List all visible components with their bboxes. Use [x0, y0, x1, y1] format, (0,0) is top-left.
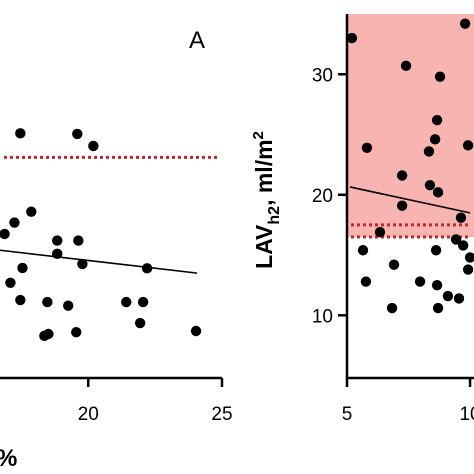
data-point	[71, 326, 82, 338]
regression-line	[0, 249, 198, 274]
data-point	[26, 206, 37, 217]
data-point	[388, 259, 400, 270]
data-point	[63, 300, 74, 311]
data-point	[134, 317, 146, 329]
data-point	[15, 294, 26, 306]
y-label-rest: , ml/m	[251, 139, 277, 205]
data-point	[431, 279, 443, 291]
data-point	[52, 248, 63, 260]
data-point	[462, 264, 474, 275]
x-tick-label: 10	[459, 404, 474, 425]
data-point	[357, 245, 369, 256]
data-point	[464, 252, 474, 263]
data-point	[400, 60, 412, 72]
x-tick-label: 5	[342, 404, 353, 425]
data-point	[72, 128, 83, 140]
data-point	[17, 262, 28, 274]
data-point	[0, 228, 10, 240]
data-point	[432, 302, 444, 314]
data-point	[190, 325, 202, 337]
data-point	[360, 276, 372, 287]
data-point	[42, 296, 53, 308]
panel-label: A	[189, 27, 205, 54]
x-axis-label: %	[0, 445, 17, 472]
data-point	[9, 217, 20, 228]
data-point	[39, 330, 50, 342]
y-label-sub: h2	[266, 206, 283, 225]
data-point	[73, 235, 84, 246]
data-point	[455, 212, 467, 223]
y-tick-label: 20	[312, 186, 333, 207]
data-point	[396, 170, 408, 181]
y-label-main: LAV	[251, 224, 277, 269]
data-point	[430, 245, 442, 256]
data-point	[450, 234, 462, 245]
data-point	[423, 146, 435, 157]
shaded-region	[347, 14, 474, 237]
data-point	[346, 32, 358, 44]
y-label-sup: 2	[250, 131, 267, 139]
data-point	[15, 128, 26, 139]
y-tick-label: 30	[312, 65, 333, 86]
data-point	[121, 296, 132, 308]
y-axis-label: LAVh2, ml/m2	[250, 131, 283, 269]
data-point	[462, 140, 474, 151]
data-point	[424, 179, 436, 191]
data-point	[374, 226, 386, 238]
y-tick-label: 10	[312, 306, 333, 327]
data-point	[453, 293, 465, 304]
data-point	[386, 302, 398, 314]
data-point	[396, 200, 408, 211]
x-tick-label: 25	[211, 404, 232, 425]
data-point	[414, 276, 426, 287]
regression-line	[349, 186, 471, 214]
data-point	[88, 140, 99, 152]
data-point	[141, 263, 153, 274]
data-point	[459, 18, 471, 29]
x-tick-label: 20	[78, 404, 99, 425]
data-point	[434, 71, 446, 82]
data-point	[432, 187, 444, 198]
data-point	[361, 142, 373, 153]
data-point	[429, 134, 441, 145]
data-point	[77, 258, 88, 270]
data-point	[137, 296, 149, 308]
data-point	[457, 240, 469, 251]
data-point	[431, 114, 443, 126]
data-point	[52, 235, 63, 246]
data-point	[442, 290, 454, 302]
data-point	[5, 277, 16, 288]
